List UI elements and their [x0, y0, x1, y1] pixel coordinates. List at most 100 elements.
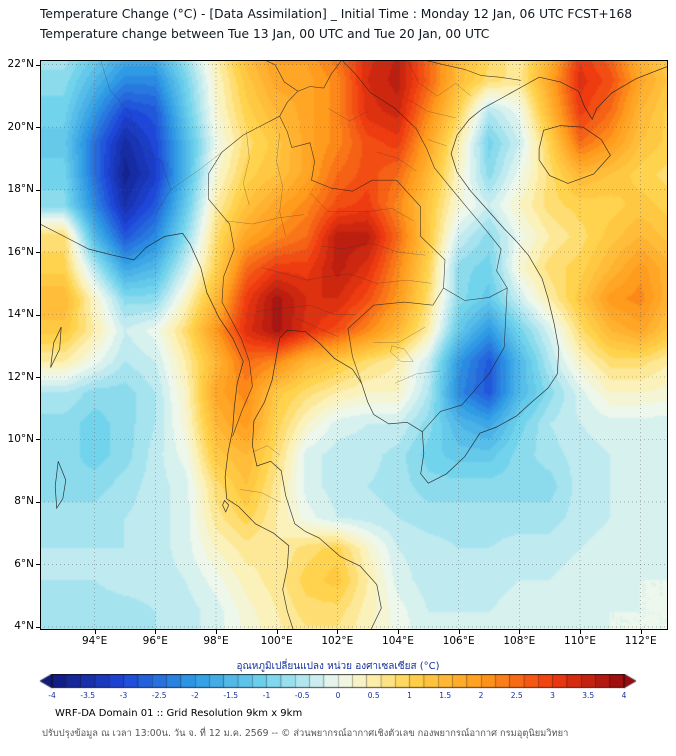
province-border	[243, 130, 250, 206]
province-border	[294, 317, 338, 337]
x-tick-mark	[276, 630, 278, 634]
province-border	[394, 370, 441, 384]
province-border	[276, 133, 286, 237]
colorbar-tick-label: -1	[262, 691, 271, 700]
colorbar-tick-label: 1.5	[439, 691, 452, 700]
y-tick-mark	[36, 626, 40, 628]
y-tick-mark	[36, 64, 40, 66]
coastline	[50, 326, 62, 368]
province-border	[376, 151, 417, 172]
coastline	[40, 223, 294, 630]
province-border	[406, 60, 471, 97]
province-border	[319, 242, 426, 256]
coastline	[222, 500, 230, 513]
colorbar-tick-label: 0	[335, 691, 341, 700]
x-tick-label: 100°E	[260, 635, 293, 647]
country-border	[341, 60, 508, 289]
x-tick-mark	[519, 630, 521, 634]
colorbar-tick-label: -1.5	[223, 691, 239, 700]
colorbar-tick-label: 2.5	[510, 691, 523, 700]
x-tick-mark	[640, 630, 642, 634]
x-tick-label: 104°E	[382, 635, 414, 647]
province-border	[240, 489, 280, 503]
colorbar-title: อุณหภูมิเปลี่ยนแปลง หน่วย องศาเซลเซียส (…	[236, 661, 440, 672]
colorbar-tick-label: -3	[119, 691, 128, 700]
coastline	[252, 65, 668, 630]
y-tick-mark	[36, 439, 40, 441]
x-tick-label: 94°E	[81, 635, 108, 647]
x-tick-mark	[580, 630, 582, 634]
province-border	[373, 326, 426, 343]
map-plot-area	[40, 60, 668, 630]
province-border	[100, 60, 171, 215]
colorbar-tick-label: 3	[550, 691, 555, 700]
x-tick-label: 98°E	[203, 635, 229, 647]
y-tick-label: 6°N	[14, 557, 34, 570]
colorbar-tick-label: 1	[407, 691, 412, 700]
province-border	[328, 108, 368, 122]
province-border	[255, 304, 356, 315]
y-tick-label: 14°N	[7, 308, 34, 321]
y-tick-label: 18°N	[7, 183, 34, 196]
province-border	[406, 98, 456, 118]
y-tick-label: 4°N	[14, 620, 34, 633]
x-tick-mark	[337, 630, 339, 634]
province-border	[170, 151, 223, 190]
x-tick-mark	[458, 630, 460, 634]
map-boundaries-overlay	[40, 60, 668, 630]
country-border	[264, 60, 299, 92]
agency-credit-text: ปรับปรุงข้อมูล ณ เวลา 13:00น. วัน จ. ที่…	[42, 728, 569, 739]
province-border	[225, 214, 304, 225]
x-tick-mark	[397, 630, 399, 634]
y-tick-label: 8°N	[14, 495, 34, 508]
y-tick-label: 16°N	[7, 245, 34, 258]
y-tick-mark	[36, 189, 40, 191]
y-tick-mark	[36, 377, 40, 378]
x-tick-label: 106°E	[442, 635, 475, 647]
province-border	[252, 445, 280, 456]
x-tick-mark	[155, 630, 157, 634]
province-border	[309, 192, 414, 221]
y-tick-label: 22°N	[7, 58, 34, 71]
country-border	[422, 287, 508, 432]
y-tick-label: 10°N	[7, 432, 34, 445]
x-tick-mark	[215, 630, 217, 634]
y-tick-mark	[36, 252, 40, 254]
chart-title: Temperature Change (°C) - [Data Assimila…	[40, 7, 633, 21]
colorbar-tick-label: 3.5	[582, 691, 595, 700]
y-tick-label: 12°N	[7, 370, 34, 383]
colorbar-tick-label: -2.5	[151, 691, 167, 700]
plot-frame	[40, 60, 668, 630]
colorbar-tick-label: -3.5	[80, 691, 96, 700]
country-border	[208, 115, 280, 437]
colorbar-tick-label: 2	[478, 691, 484, 700]
y-tick-label: 20°N	[7, 120, 34, 133]
x-tick-label: 110°E	[564, 635, 596, 647]
x-tick-label: 96°E	[142, 635, 168, 647]
x-tick-label: 108°E	[503, 635, 536, 647]
y-tick-mark	[36, 314, 40, 316]
country-border	[423, 60, 521, 81]
colorbar-tick-label: -0.5	[294, 691, 310, 700]
colorbar-tick-label: -4	[48, 691, 56, 700]
colorbar-tick-label: 4	[621, 691, 627, 700]
x-tick-mark	[94, 630, 96, 634]
colorbar-tick-label: 0.5	[367, 691, 380, 700]
y-tick-mark	[36, 564, 40, 566]
country-border	[323, 60, 343, 89]
country-border	[279, 116, 446, 289]
country-border	[443, 287, 508, 301]
province-border	[428, 139, 447, 147]
country-border	[347, 287, 444, 384]
province-border	[390, 345, 414, 362]
chart-subtitle: Temperature change between Tue 13 Jan, 0…	[40, 27, 490, 41]
y-tick-mark	[36, 501, 40, 503]
country-border	[279, 86, 324, 117]
colorbar-tick-label: -2	[191, 691, 199, 700]
coastline	[538, 125, 611, 184]
temperature-heatmap	[40, 60, 668, 630]
y-tick-mark	[36, 127, 40, 129]
x-tick-label: 112°E	[624, 635, 657, 647]
province-border	[322, 273, 432, 284]
